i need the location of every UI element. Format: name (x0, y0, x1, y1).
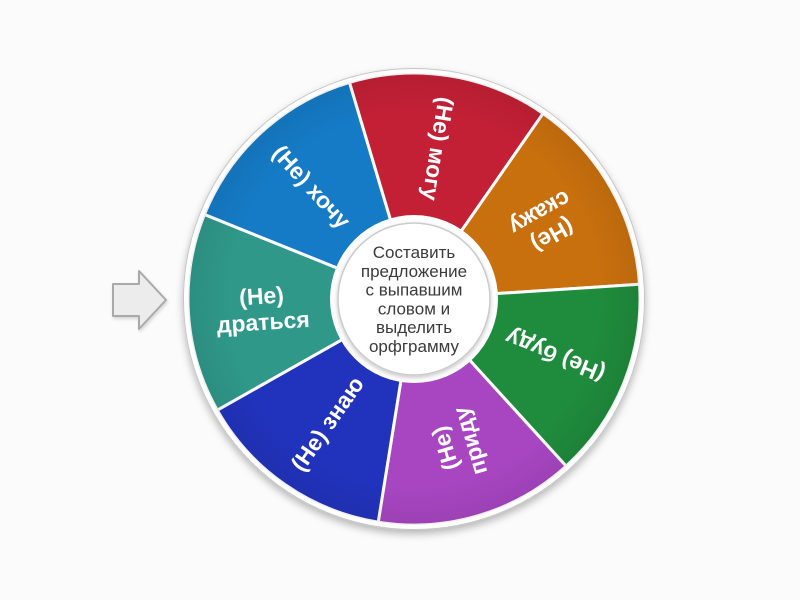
segment-label-6: (Не)драться (214, 280, 310, 338)
wheel-center-circle[interactable] (337, 222, 491, 376)
pointer-arrow-icon (112, 270, 167, 330)
wheel-center-text: Составить предложение с выпавшим словом и вы… (361, 243, 467, 356)
spinner-wheel[interactable]: (Не) могу(Не)скажу(Не) буду(Не)приду(Не)… (183, 68, 645, 530)
